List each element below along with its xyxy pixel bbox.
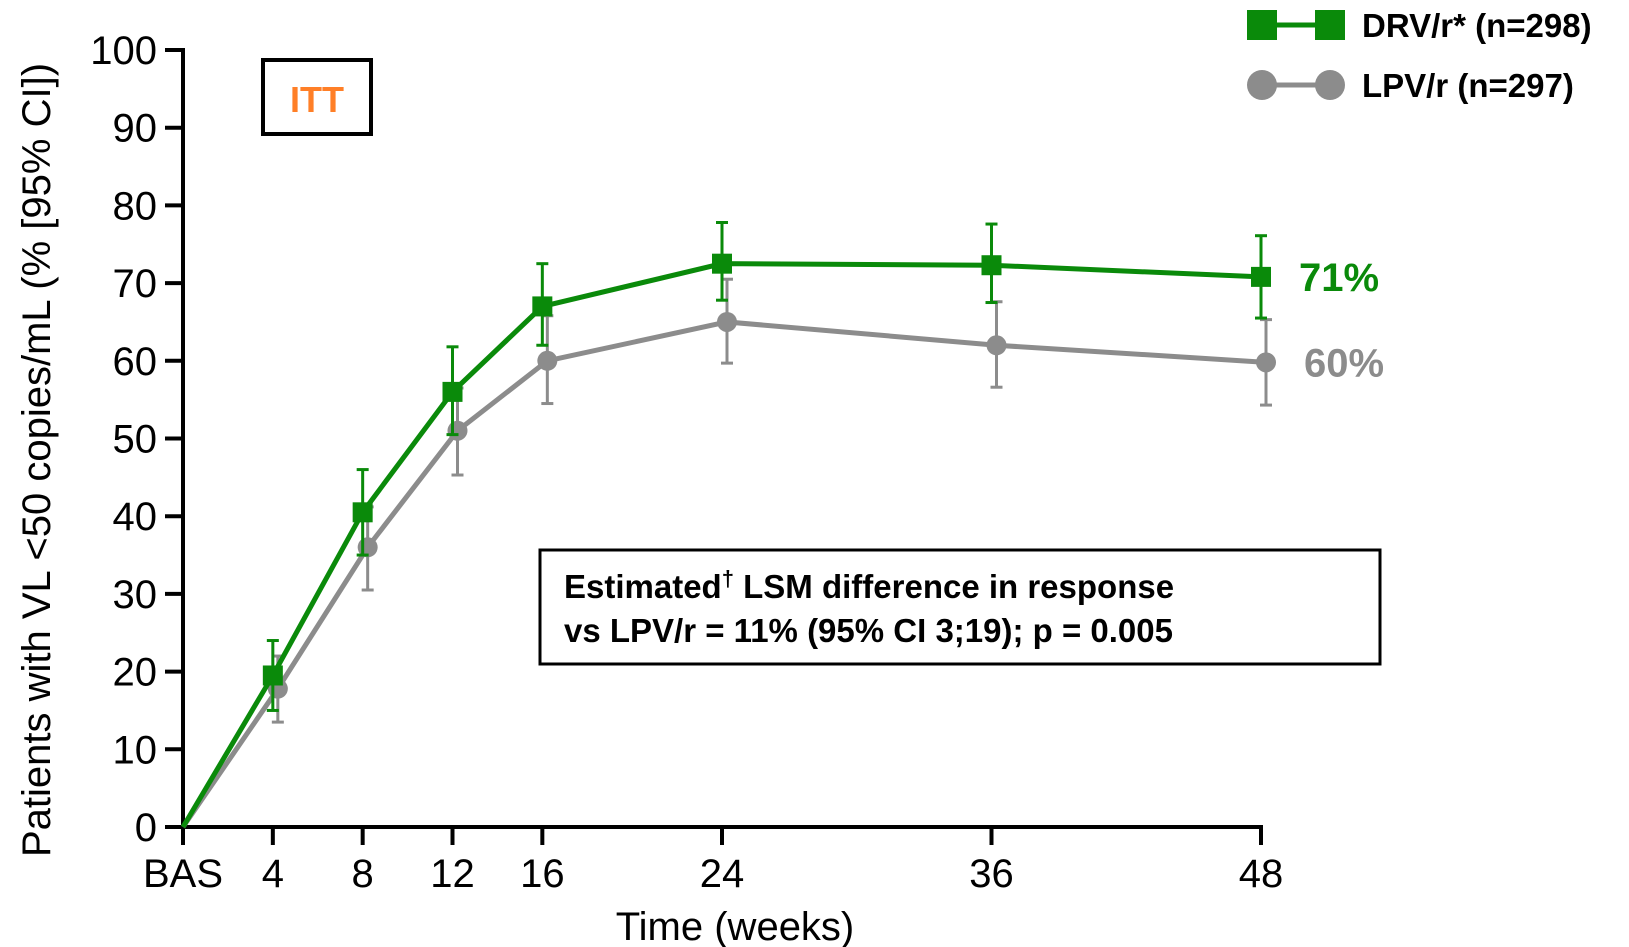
legend-item: DRV/r* (n=298) [1247,7,1592,44]
itt-badge-box [261,58,373,136]
data-point-square [442,381,463,402]
y-tick-label: 80 [113,184,158,228]
x-tick-label: 12 [430,852,475,896]
legend-marker-square [1315,10,1345,40]
series-line [180,319,1267,829]
data-point-square [712,253,732,274]
series-line [180,261,1262,829]
dagger-mark: † [722,566,734,591]
x-tick-label: 4 [262,852,284,896]
x-tick-label: 48 [1239,852,1284,896]
x-tick-label: 8 [352,852,374,896]
lsm-word-estimated: Estimated [564,568,722,605]
data-point-square [262,665,283,686]
x-tick-label: 16 [520,852,565,896]
y-tick-label: 100 [90,29,157,73]
x-axis-title: Time (weeks) [616,905,855,947]
end-value-label: 71% [1299,256,1379,300]
data-point-circle [1256,352,1276,373]
legend: DRV/r* (n=298) LPV/r (n=297) [1247,7,1592,104]
end-value-label: 60% [1304,341,1384,385]
data-point-circle [717,311,737,332]
y-ticks: 0 10 20 30 40 50 60 70 80 90 100 [90,29,183,850]
lsm-line1-rest: LSM difference in response [734,568,1174,605]
legend-item: LPV/r (n=297) [1247,67,1574,104]
legend-label: LPV/r (n=297) [1362,67,1574,104]
legend-marker-circle [1315,70,1345,100]
y-tick-label: 10 [113,728,158,772]
itt-badge: ITT [261,58,373,136]
data-point-circle [986,335,1007,356]
data-point-square [532,296,553,317]
legend-label: DRV/r* (n=298) [1362,7,1592,44]
x-ticks: BAS 4 8 12 16 24 36 48 [143,827,1283,896]
lsm-difference-box: Estimated† LSM difference in response vs… [538,548,1382,666]
legend-marker-circle [1247,70,1277,100]
data-point-circle [537,350,558,371]
x-tick-label: 24 [700,852,745,896]
series-layer: 60% 71% [180,220,1384,829]
axes [181,48,1263,829]
data-point-square [352,502,373,523]
lsm-difference-line1: Estimated† LSM difference in response [564,566,1174,606]
data-point-square [981,255,1002,276]
lsm-difference-line2: vs LPV/r = 11% (95% CI 3;19); p = 0.005 [564,612,1173,649]
x-tick-label: 36 [969,852,1014,896]
legend-marker-square [1247,10,1277,40]
y-tick-label: 90 [113,107,158,151]
y-tick-label: 20 [113,651,158,695]
lsm-difference-border [538,548,1382,666]
series-drv-r: 71% [180,220,1379,829]
y-tick-label: 60 [113,340,158,384]
y-tick-label: 30 [113,573,158,617]
y-tick-label: 50 [113,418,158,462]
itt-badge-label: ITT [290,79,344,120]
data-point-square [1251,266,1271,287]
y-tick-label: 70 [113,262,158,306]
x-tick-label: BAS [143,852,223,896]
y-tick-label: 0 [135,806,157,850]
data-point-circle [447,420,468,441]
y-tick-label: 40 [113,495,158,539]
y-axis-title: Patients with VL <50 copies/mL (% [95% C… [15,63,59,857]
